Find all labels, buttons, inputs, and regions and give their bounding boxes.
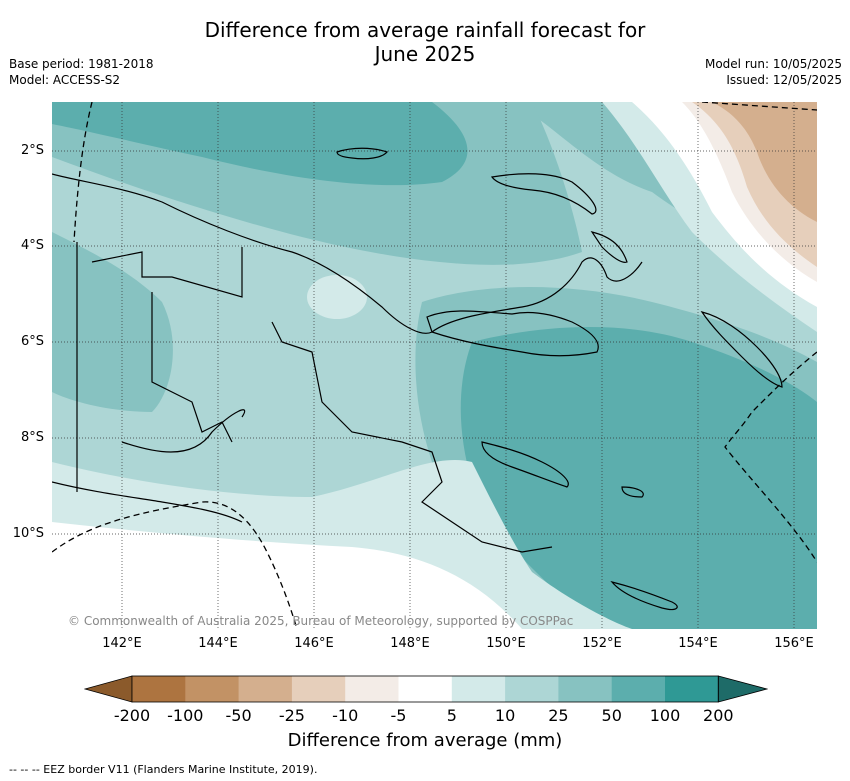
colorbar-segment xyxy=(665,676,719,702)
colorbar-extend-high xyxy=(717,675,769,703)
colorbar-tick-label: 5 xyxy=(446,706,457,725)
colorbar-segment xyxy=(291,676,346,702)
base-period: Base period: 1981-2018 xyxy=(9,57,154,71)
lon-label-150e: 150°E xyxy=(486,636,526,651)
lon-label-154e: 154°E xyxy=(678,636,718,651)
colorbar-tick-label: -100 xyxy=(167,706,204,725)
colorbar-segment xyxy=(132,676,186,702)
lon-label-146e: 146°E xyxy=(294,636,334,651)
meta-left: Base period: 1981-2018 Model: ACCESS-S2 xyxy=(9,56,154,88)
colorbar-segment xyxy=(238,676,293,702)
colorbar-segment xyxy=(185,676,240,702)
band-25-50-east xyxy=(52,102,817,292)
map-svg xyxy=(52,102,817,629)
band-minus25-minus50 xyxy=(712,102,817,222)
colorbar-tick-label: 25 xyxy=(548,706,569,725)
meta-right: Model run: 10/05/2025 Issued: 12/05/2025 xyxy=(705,56,842,88)
model-run: Model run: 10/05/2025 xyxy=(704,57,842,71)
colorbar-segment xyxy=(345,676,399,702)
coastlines xyxy=(52,147,783,611)
band-50-100-southeast xyxy=(460,327,817,629)
colorbar-frame xyxy=(131,675,719,703)
colorbar-tick-label: -200 xyxy=(113,706,151,725)
colorbar-tick-label: 100 xyxy=(649,706,681,725)
band-50-100-north xyxy=(52,102,468,186)
band-5-10-patch xyxy=(307,275,367,319)
issued-date: Issued: 12/05/2025 xyxy=(726,73,842,87)
colorbar-segment xyxy=(611,676,666,702)
copyright-note: © Commonwealth of Australia 2025, Bureau… xyxy=(68,614,574,628)
colorbar-segment xyxy=(451,676,506,702)
band-25-50-west xyxy=(52,232,173,412)
eez-note: -- -- -- EEZ border V11 (Flanders Marine… xyxy=(9,763,318,776)
colorbar-segment xyxy=(398,676,453,702)
title-line-1: Difference from average rainfall forecas… xyxy=(204,18,646,42)
colorbar-tick-label: 50 xyxy=(601,706,622,725)
colorbar-svg xyxy=(83,675,769,703)
lon-label-148e: 148°E xyxy=(390,636,430,651)
lon-label-144e: 144°E xyxy=(198,636,238,651)
colorbar-tick-label: -25 xyxy=(278,706,305,725)
colorbar-tick-label: -5 xyxy=(390,706,407,725)
lon-label-142e: 142°E xyxy=(102,636,142,651)
colorbar-extend-low xyxy=(83,675,133,703)
eez-borders xyxy=(52,102,817,629)
colorbar-label: Difference from average (mm) xyxy=(287,730,563,751)
rainfall-map xyxy=(52,102,817,629)
colorbar-tick-label: -50 xyxy=(225,706,252,725)
colorbar-segment xyxy=(505,676,559,702)
colorbar-segment xyxy=(558,676,613,702)
lat-label-8s: 8°S xyxy=(20,430,44,445)
model-name: Model: ACCESS-S2 xyxy=(9,73,121,87)
colorbar xyxy=(83,674,769,708)
lat-label-6s: 6°S xyxy=(20,334,44,349)
lon-label-156e: 156°E xyxy=(774,636,814,651)
title-line-2: June 2025 xyxy=(374,42,476,66)
lon-label-152e: 152°E xyxy=(582,636,622,651)
band-neutral-south xyxy=(52,522,522,629)
chart-title: Difference from average rainfall forecas… xyxy=(0,18,850,66)
lat-label-4s: 4°S xyxy=(20,238,44,253)
lat-label-2s: 2°S xyxy=(20,143,44,158)
colorbar-tick-label: 200 xyxy=(703,706,734,725)
lat-label-10s: 10°S xyxy=(12,526,44,541)
colorbar-tick-label: -10 xyxy=(332,706,359,725)
colorbar-tick-label: 10 xyxy=(494,706,516,725)
